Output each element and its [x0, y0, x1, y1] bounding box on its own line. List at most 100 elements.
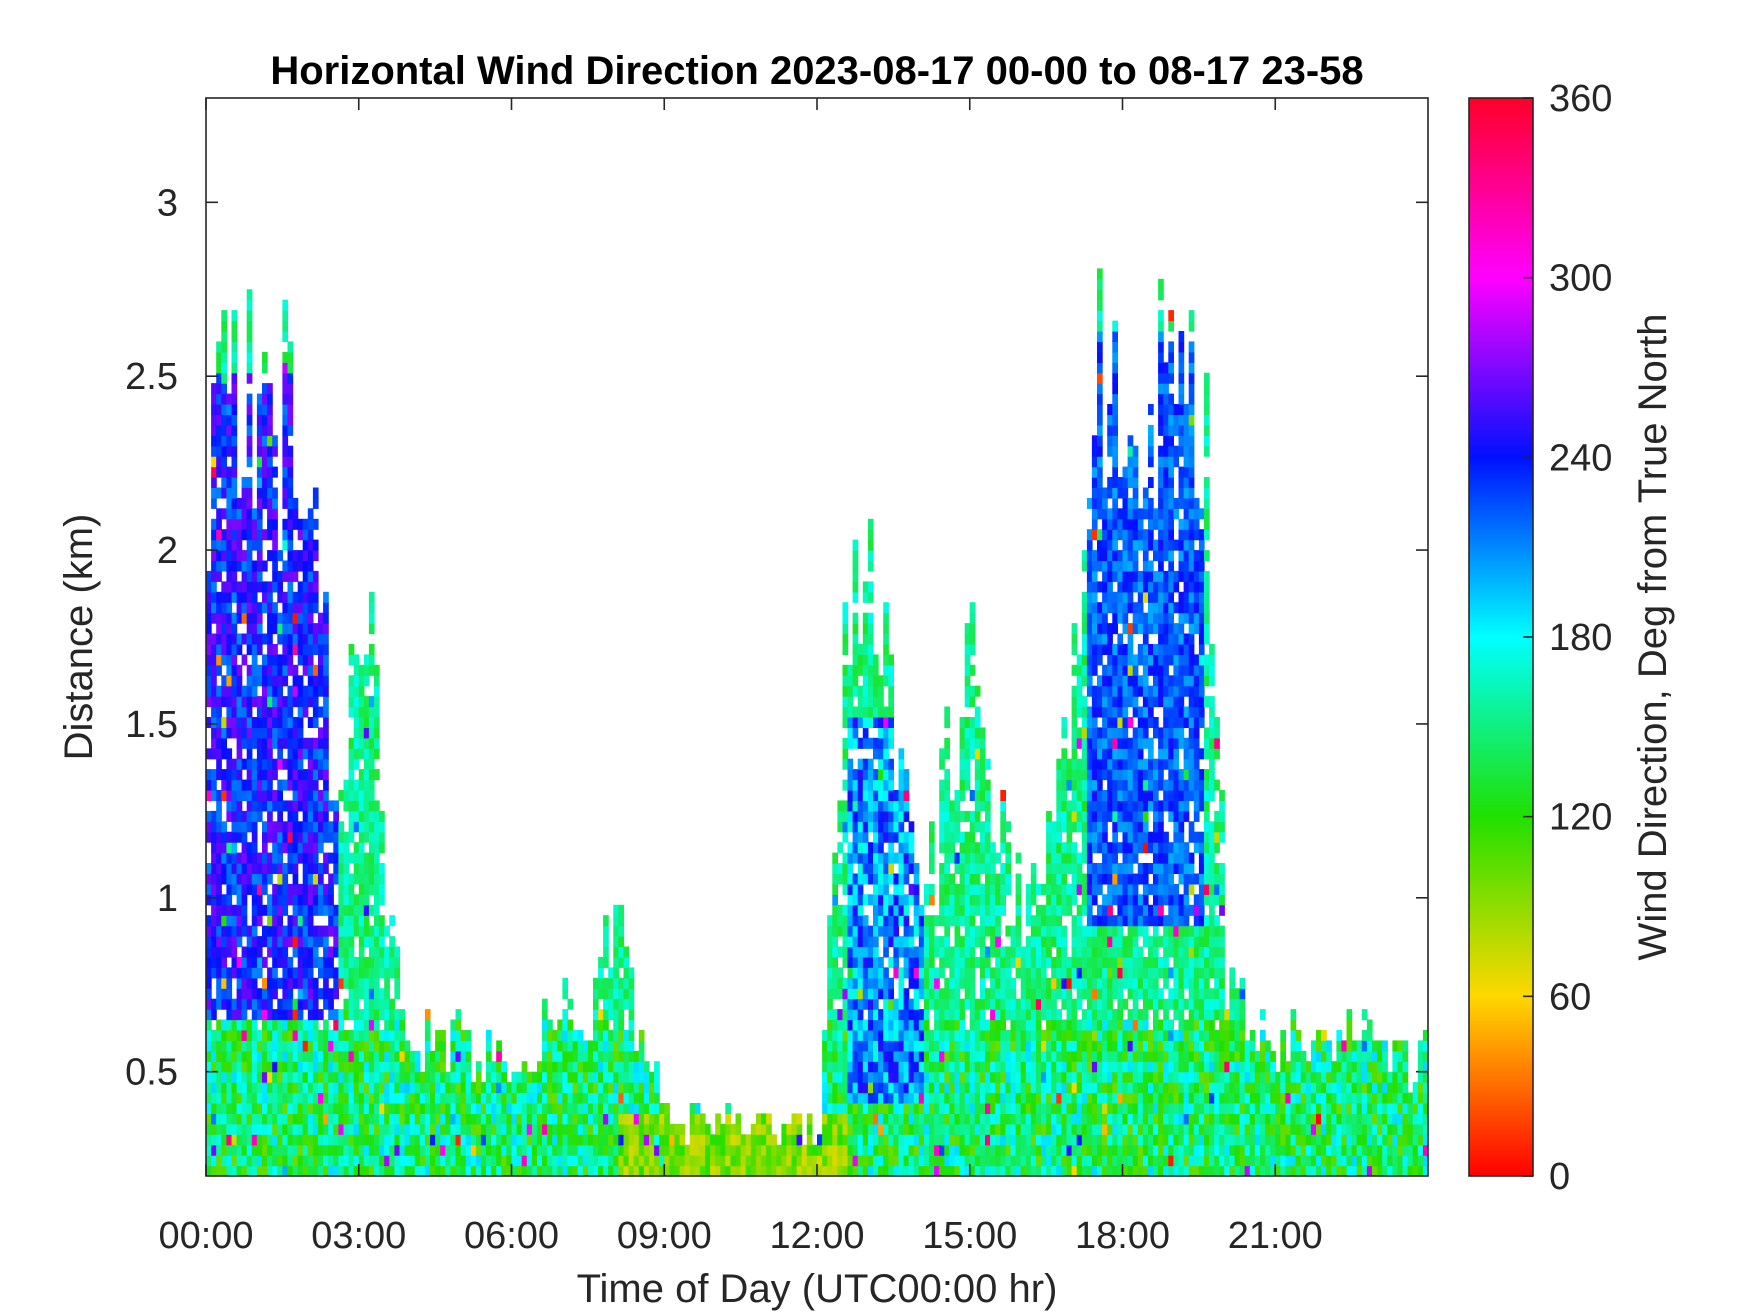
heatmap-cell — [873, 1050, 879, 1062]
heatmap-cell — [1066, 894, 1073, 906]
heatmap-cell — [399, 1165, 406, 1176]
heatmap-cell — [206, 1134, 212, 1146]
heatmap-cell — [241, 988, 248, 1000]
heatmap-cell — [608, 1071, 614, 1083]
heatmap-cell — [979, 925, 986, 937]
heatmap-cell — [1010, 1144, 1017, 1156]
heatmap-cell — [862, 779, 869, 791]
heatmap-cell — [241, 790, 248, 802]
heatmap-cell — [267, 936, 273, 948]
heatmap-cell — [995, 915, 1001, 927]
heatmap-cell — [267, 706, 273, 718]
heatmap-cell — [221, 320, 227, 332]
heatmap-cell — [883, 1019, 889, 1031]
heatmap-cell — [460, 1155, 467, 1167]
heatmap-cell — [832, 1071, 838, 1083]
heatmap-cell — [231, 445, 238, 457]
heatmap-cell — [297, 946, 304, 958]
heatmap-cell — [552, 1134, 558, 1146]
heatmap-cell — [292, 831, 299, 843]
heatmap-cell — [231, 706, 238, 718]
heatmap-cell — [1086, 946, 1093, 958]
heatmap-cell — [974, 842, 981, 854]
heatmap-cell — [888, 1123, 894, 1135]
heatmap-cell — [246, 487, 253, 499]
heatmap-cell — [873, 1029, 879, 1041]
heatmap-cell — [832, 1155, 838, 1167]
heatmap-cell — [241, 696, 248, 708]
heatmap-cell — [852, 883, 859, 895]
heatmap-cell — [440, 1082, 446, 1094]
heatmap-cell — [990, 998, 996, 1010]
heatmap-cell — [221, 779, 227, 791]
heatmap-cell — [236, 644, 243, 656]
heatmap-cell — [608, 1113, 614, 1125]
heatmap-cell — [1056, 936, 1062, 948]
heatmap-cell — [1091, 664, 1098, 676]
heatmap-cell — [969, 883, 976, 895]
heatmap-cell — [1097, 497, 1103, 509]
heatmap-cell — [1086, 1092, 1093, 1104]
heatmap-cell — [995, 1113, 1001, 1125]
heatmap-cell — [954, 925, 961, 937]
heatmap-cell — [226, 769, 233, 781]
heatmap-cell — [368, 1123, 375, 1135]
heatmap-cell — [628, 1050, 635, 1062]
heatmap-cell — [307, 748, 314, 760]
heatmap-cell — [1046, 936, 1052, 948]
heatmap-cell — [1091, 1082, 1098, 1094]
heatmap-cell — [496, 1155, 502, 1167]
heatmap-cell — [231, 1040, 238, 1052]
heatmap-cell — [934, 1050, 940, 1062]
heatmap-cell — [974, 904, 981, 916]
heatmap-cell — [267, 1155, 273, 1167]
heatmap-cell — [587, 1123, 594, 1135]
heatmap-cell — [847, 675, 854, 687]
heatmap-cell — [628, 1113, 635, 1125]
heatmap-cell — [246, 946, 253, 958]
heatmap-cell — [302, 779, 309, 791]
heatmap-cell — [1000, 1040, 1006, 1052]
heatmap-cell — [750, 1155, 757, 1167]
heatmap-cell — [318, 883, 324, 895]
heatmap-cell — [236, 873, 243, 885]
heatmap-cell — [883, 1071, 889, 1083]
heatmap-cell — [1020, 998, 1027, 1010]
heatmap-cell — [1025, 1103, 1032, 1115]
heatmap-cell — [491, 1071, 497, 1083]
heatmap-cell — [1020, 1103, 1027, 1115]
heatmap-cell — [654, 1155, 660, 1167]
heatmap-cell — [302, 602, 309, 614]
heatmap-cell — [1081, 831, 1088, 843]
heatmap-cell — [1086, 1113, 1093, 1125]
heatmap-cell — [603, 1092, 609, 1104]
heatmap-cell — [979, 727, 986, 739]
heatmap-cell — [649, 1165, 655, 1176]
heatmap-cell — [262, 1061, 268, 1073]
heatmap-cell — [333, 1029, 339, 1041]
heatmap-cell — [496, 1050, 502, 1062]
heatmap-cell — [226, 1009, 233, 1021]
heatmap-cell — [593, 1061, 599, 1073]
heatmap-cell — [847, 1155, 854, 1167]
heatmap-cell — [618, 1123, 625, 1135]
heatmap-cell — [231, 1071, 238, 1083]
heatmap-cell — [1000, 967, 1006, 979]
heatmap-cell — [898, 1123, 905, 1135]
heatmap-cell — [964, 946, 971, 958]
heatmap-cell — [251, 1029, 258, 1041]
heatmap-cell — [847, 1165, 854, 1176]
heatmap-cell — [246, 988, 253, 1000]
heatmap-cell — [262, 883, 268, 895]
heatmap-cell — [1000, 790, 1006, 802]
heatmap-cell — [582, 1040, 589, 1052]
heatmap-cell — [827, 1165, 833, 1176]
heatmap-cell — [486, 1040, 492, 1052]
heatmap-cell — [226, 591, 233, 603]
heatmap-cell — [231, 518, 238, 530]
heatmap-cell — [878, 904, 884, 916]
heatmap-cell — [1000, 1061, 1006, 1073]
heatmap-cell — [822, 1050, 828, 1062]
heatmap-cell — [211, 1113, 217, 1125]
heatmap-cell — [343, 1092, 350, 1104]
